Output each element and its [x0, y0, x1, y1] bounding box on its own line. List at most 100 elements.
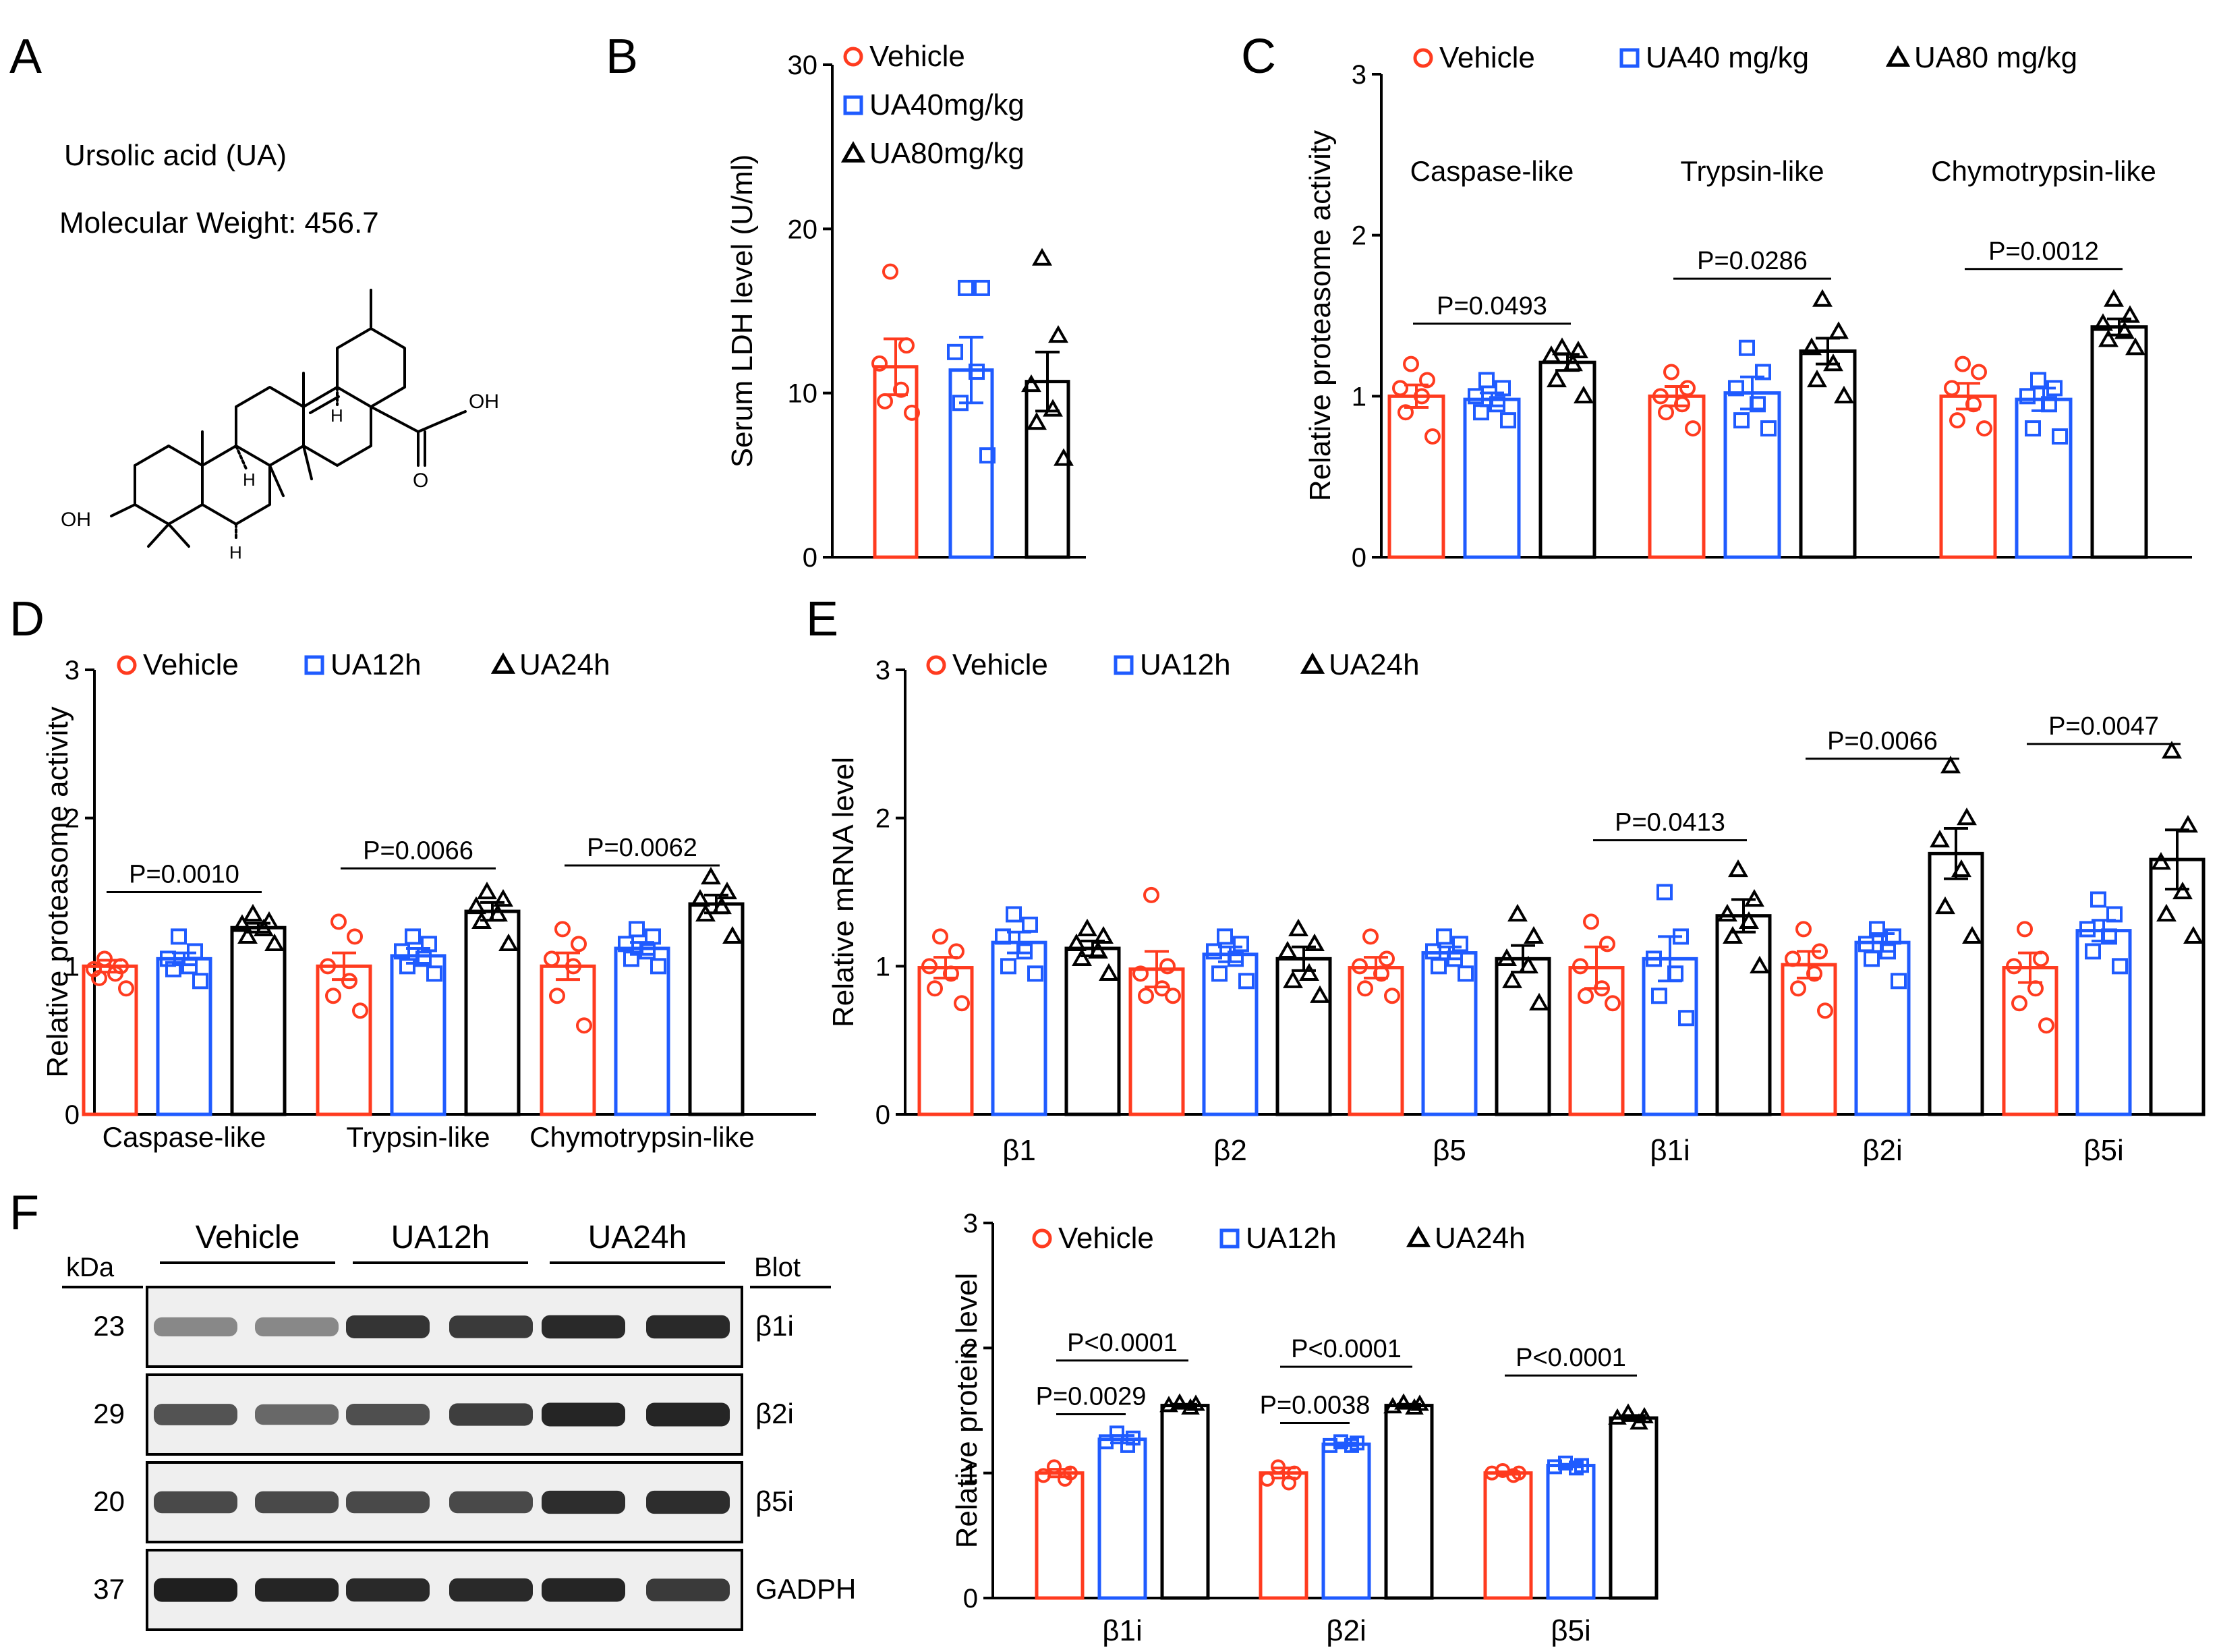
data-point	[325, 988, 341, 1004]
data-point	[254, 918, 274, 937]
data-point	[1373, 965, 1389, 982]
ursolic-acid-structure	[110, 289, 467, 548]
data-point	[1728, 859, 1748, 878]
data-point	[2125, 337, 2145, 355]
data-point	[979, 447, 996, 464]
panel-letter-a: A	[9, 30, 42, 84]
data-point	[701, 867, 721, 885]
data-point	[1452, 936, 1468, 952]
data-point	[1785, 950, 1801, 967]
data-point	[1651, 988, 1667, 1004]
data-point	[1027, 965, 1043, 982]
data-point	[1663, 364, 1679, 380]
data-point	[2101, 928, 2117, 945]
data-point	[712, 896, 732, 915]
data-point	[2011, 995, 2027, 1012]
data-point	[1000, 958, 1016, 975]
blot-strip	[146, 1549, 743, 1631]
bar	[1928, 851, 1984, 1116]
data-point	[1170, 1393, 1189, 1410]
bar	[82, 964, 138, 1116]
data-point	[877, 393, 893, 409]
data-point	[554, 921, 571, 938]
bar	[688, 902, 745, 1116]
data-point	[1834, 385, 1854, 403]
legend-marker-0	[1413, 48, 1433, 68]
data-point	[954, 995, 970, 1012]
data-point	[243, 903, 263, 922]
blot-label: Blot	[754, 1253, 801, 1282]
p-value-label: P=0.0010	[129, 861, 239, 889]
category-label: Trypsin-like	[1680, 155, 1824, 187]
data-point	[1806, 965, 1822, 982]
blot-band	[346, 1578, 430, 1602]
data-point	[1159, 1396, 1178, 1413]
data-point	[2006, 958, 2022, 975]
data-point	[1352, 958, 1368, 975]
data-point	[488, 903, 508, 922]
data-point	[1930, 830, 1950, 848]
data-point	[1599, 936, 1615, 952]
data-point	[1383, 1397, 1402, 1414]
blot-strip	[146, 1286, 743, 1368]
y-tick-label: 3	[1352, 60, 1366, 90]
data-point	[1976, 420, 1992, 437]
data-point	[471, 911, 492, 930]
data-point	[2052, 428, 2068, 445]
western-blot: kDa Blot Vehicle UA12h UA24h 23 β1i 29 β2i 20 β5i 3…	[62, 1220, 856, 1631]
data-point	[1110, 1425, 1124, 1441]
bar	[1384, 1404, 1434, 1600]
data-point	[165, 961, 181, 977]
data-point	[943, 965, 959, 982]
data-point	[1495, 380, 1511, 397]
data-point	[1594, 980, 1610, 997]
bar	[1275, 957, 1332, 1116]
data-point	[1750, 396, 1766, 413]
blot-band	[646, 1578, 730, 1601]
data-point	[2112, 958, 2128, 975]
blot-band	[255, 1404, 339, 1425]
data-point	[1733, 412, 1750, 429]
legend-label-2: UA24h	[1329, 648, 1420, 681]
data-point	[1583, 913, 1599, 930]
data-point	[1965, 396, 1982, 413]
data-point	[952, 395, 969, 411]
bar	[1387, 394, 1445, 559]
kda-value: 29	[93, 1398, 125, 1429]
data-point	[1574, 385, 1594, 403]
data-point	[1658, 404, 1674, 421]
data-point	[1619, 1403, 1638, 1420]
blot-band	[646, 1315, 730, 1339]
data-point	[1468, 388, 1484, 405]
data-point	[352, 1002, 368, 1019]
data-point	[498, 933, 519, 952]
data-point	[544, 950, 560, 967]
bar	[156, 957, 212, 1116]
data-point	[1473, 404, 1489, 421]
data-point	[1299, 963, 1319, 981]
blot-band	[154, 1491, 237, 1514]
data-point	[1524, 925, 1544, 944]
y-tick-label: 3	[963, 1209, 978, 1238]
kda-value: 20	[93, 1485, 125, 1517]
data-point	[1181, 1398, 1200, 1415]
legend-marker-1	[1219, 1228, 1240, 1249]
data-point	[259, 911, 279, 930]
bar	[316, 964, 372, 1116]
data-point	[1552, 337, 1572, 355]
data-point	[1143, 886, 1159, 903]
category-label: β5i	[1551, 1614, 1591, 1647]
data-point	[1021, 374, 1041, 393]
data-point	[2019, 388, 2036, 405]
legend-marker-1	[1619, 48, 1640, 68]
legend-label-0: Vehicle	[869, 40, 965, 73]
data-point	[1755, 364, 1771, 380]
category-label: β5i	[2083, 1134, 2124, 1167]
data-point	[181, 958, 198, 975]
data-point	[921, 958, 938, 975]
blot-band	[154, 1404, 237, 1425]
bar	[1546, 1464, 1596, 1600]
blot-band	[449, 1315, 533, 1338]
data-point	[107, 965, 123, 982]
legend-marker-0	[1032, 1228, 1052, 1249]
